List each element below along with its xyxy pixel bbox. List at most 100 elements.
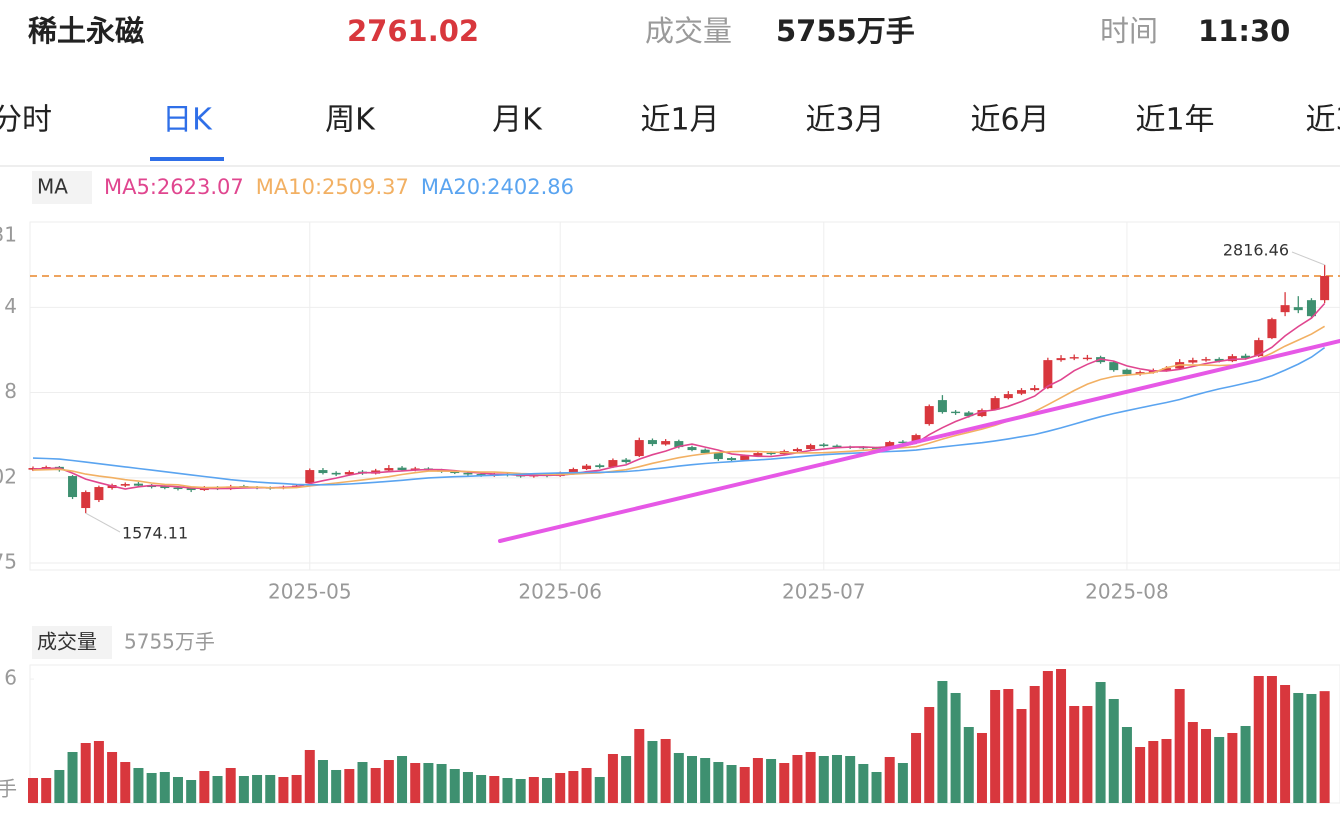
volume-subtitle: 5755万手 <box>124 630 215 654</box>
volume-bar <box>212 776 223 803</box>
volume-bar <box>41 778 52 803</box>
volume-bar <box>397 756 408 803</box>
candle-body <box>120 484 130 486</box>
volume-bar <box>990 689 1001 803</box>
volume-bar <box>1121 727 1132 803</box>
volume-bar <box>542 778 553 803</box>
candle-body <box>305 470 315 484</box>
volume-bar <box>1108 698 1119 803</box>
tab[interactable]: 近6月 <box>970 103 1049 138</box>
volume-bar <box>1003 689 1014 803</box>
volume-bar <box>950 692 961 803</box>
stock-name: 稀土永磁 <box>28 14 144 48</box>
volume-bar <box>607 754 618 803</box>
candle-body <box>1267 319 1277 339</box>
tab-bar: 分时 日K 周K 月K 近1月 近3月 近6月 近1年 近3 <box>0 103 1340 161</box>
indicator-box[interactable] <box>32 171 92 204</box>
volume-bar <box>660 738 671 803</box>
candle-body <box>911 435 921 444</box>
candle-body <box>924 406 934 425</box>
x-tick-label: 2025-06 <box>518 580 602 604</box>
tab[interactable]: 近3月 <box>805 103 884 138</box>
indicator: MA <box>37 175 68 199</box>
volume-bar <box>1280 685 1291 803</box>
x-tick-label: 2025-08 <box>1085 580 1169 604</box>
y-tick-label: 75 <box>0 550 17 574</box>
volume-bar <box>476 774 487 803</box>
candle-body <box>898 441 908 444</box>
volume-bar <box>265 774 276 803</box>
volume-bar <box>146 772 157 803</box>
candle-body <box>647 440 657 445</box>
volume-chart: 6手 <box>0 666 1330 804</box>
candle-body <box>1320 275 1330 301</box>
volume-bar <box>1148 740 1159 803</box>
candle-body <box>713 452 723 460</box>
candle-body <box>1306 300 1316 317</box>
tab[interactable]: 近1月 <box>640 103 719 138</box>
volume-bar <box>779 762 790 803</box>
candle-body <box>740 455 750 461</box>
volume-bar <box>594 776 605 803</box>
candle-body <box>937 400 947 413</box>
candle-body <box>133 483 143 486</box>
candle-body <box>568 469 578 474</box>
tab[interactable]: 月K <box>492 103 543 138</box>
ma-line <box>32 325 1326 489</box>
tab[interactable]: 近1年 <box>1135 103 1214 138</box>
volume-bar <box>1319 691 1330 803</box>
volume-bar <box>1056 669 1067 803</box>
volume: 5755万手 <box>776 14 915 48</box>
legend-entry: MA5:2623.07 <box>104 175 244 199</box>
volume-bar <box>700 758 711 803</box>
volume-bar <box>621 756 632 803</box>
volume-bar <box>80 742 91 803</box>
candle-body <box>160 486 170 489</box>
candle-body <box>1056 358 1066 361</box>
volume-bar <box>766 758 777 803</box>
y-tick-label: 31 <box>0 223 17 247</box>
time-label: 时间 <box>1100 14 1158 48</box>
time: 11:30 <box>1198 14 1290 48</box>
candle-body <box>977 410 987 417</box>
volume-bar <box>871 771 882 803</box>
volume-bar <box>67 751 78 803</box>
volume-bar <box>752 758 763 803</box>
volume-bar <box>1082 705 1093 803</box>
volume-frame <box>29 664 1340 804</box>
volume-bar <box>186 780 197 803</box>
volume-bar <box>1253 676 1264 803</box>
candle-body <box>858 447 868 449</box>
volume-bar <box>1174 689 1185 803</box>
tab[interactable]: 分时 <box>0 103 52 138</box>
volume-bar <box>1306 693 1317 803</box>
volume-bar <box>831 754 842 803</box>
candle-body <box>1122 369 1132 375</box>
volume-bar <box>357 762 368 803</box>
volume-bar <box>238 776 249 803</box>
candle-body <box>753 453 763 456</box>
tab[interactable]: 近3 <box>1305 103 1340 138</box>
candle-body <box>885 442 895 449</box>
volume-bar <box>911 732 922 803</box>
volume-bar <box>502 778 513 803</box>
volume-bar <box>199 771 210 803</box>
ma-line <box>32 346 1326 486</box>
candle-body <box>344 472 354 475</box>
volume-bar <box>1266 676 1277 803</box>
candle-body <box>463 472 473 475</box>
candle-body <box>397 467 407 471</box>
candle-body <box>173 487 183 490</box>
volume-bar <box>383 760 394 803</box>
candle-body <box>331 472 341 475</box>
volume-bar <box>331 769 342 803</box>
volume-bar <box>726 765 737 803</box>
volume-bar <box>976 732 987 803</box>
tab[interactable]: 日K <box>162 103 213 138</box>
tab[interactable]: 周K <box>325 103 376 138</box>
volume-bar <box>252 774 263 803</box>
x-tick-label: 2025-05 <box>268 580 352 604</box>
